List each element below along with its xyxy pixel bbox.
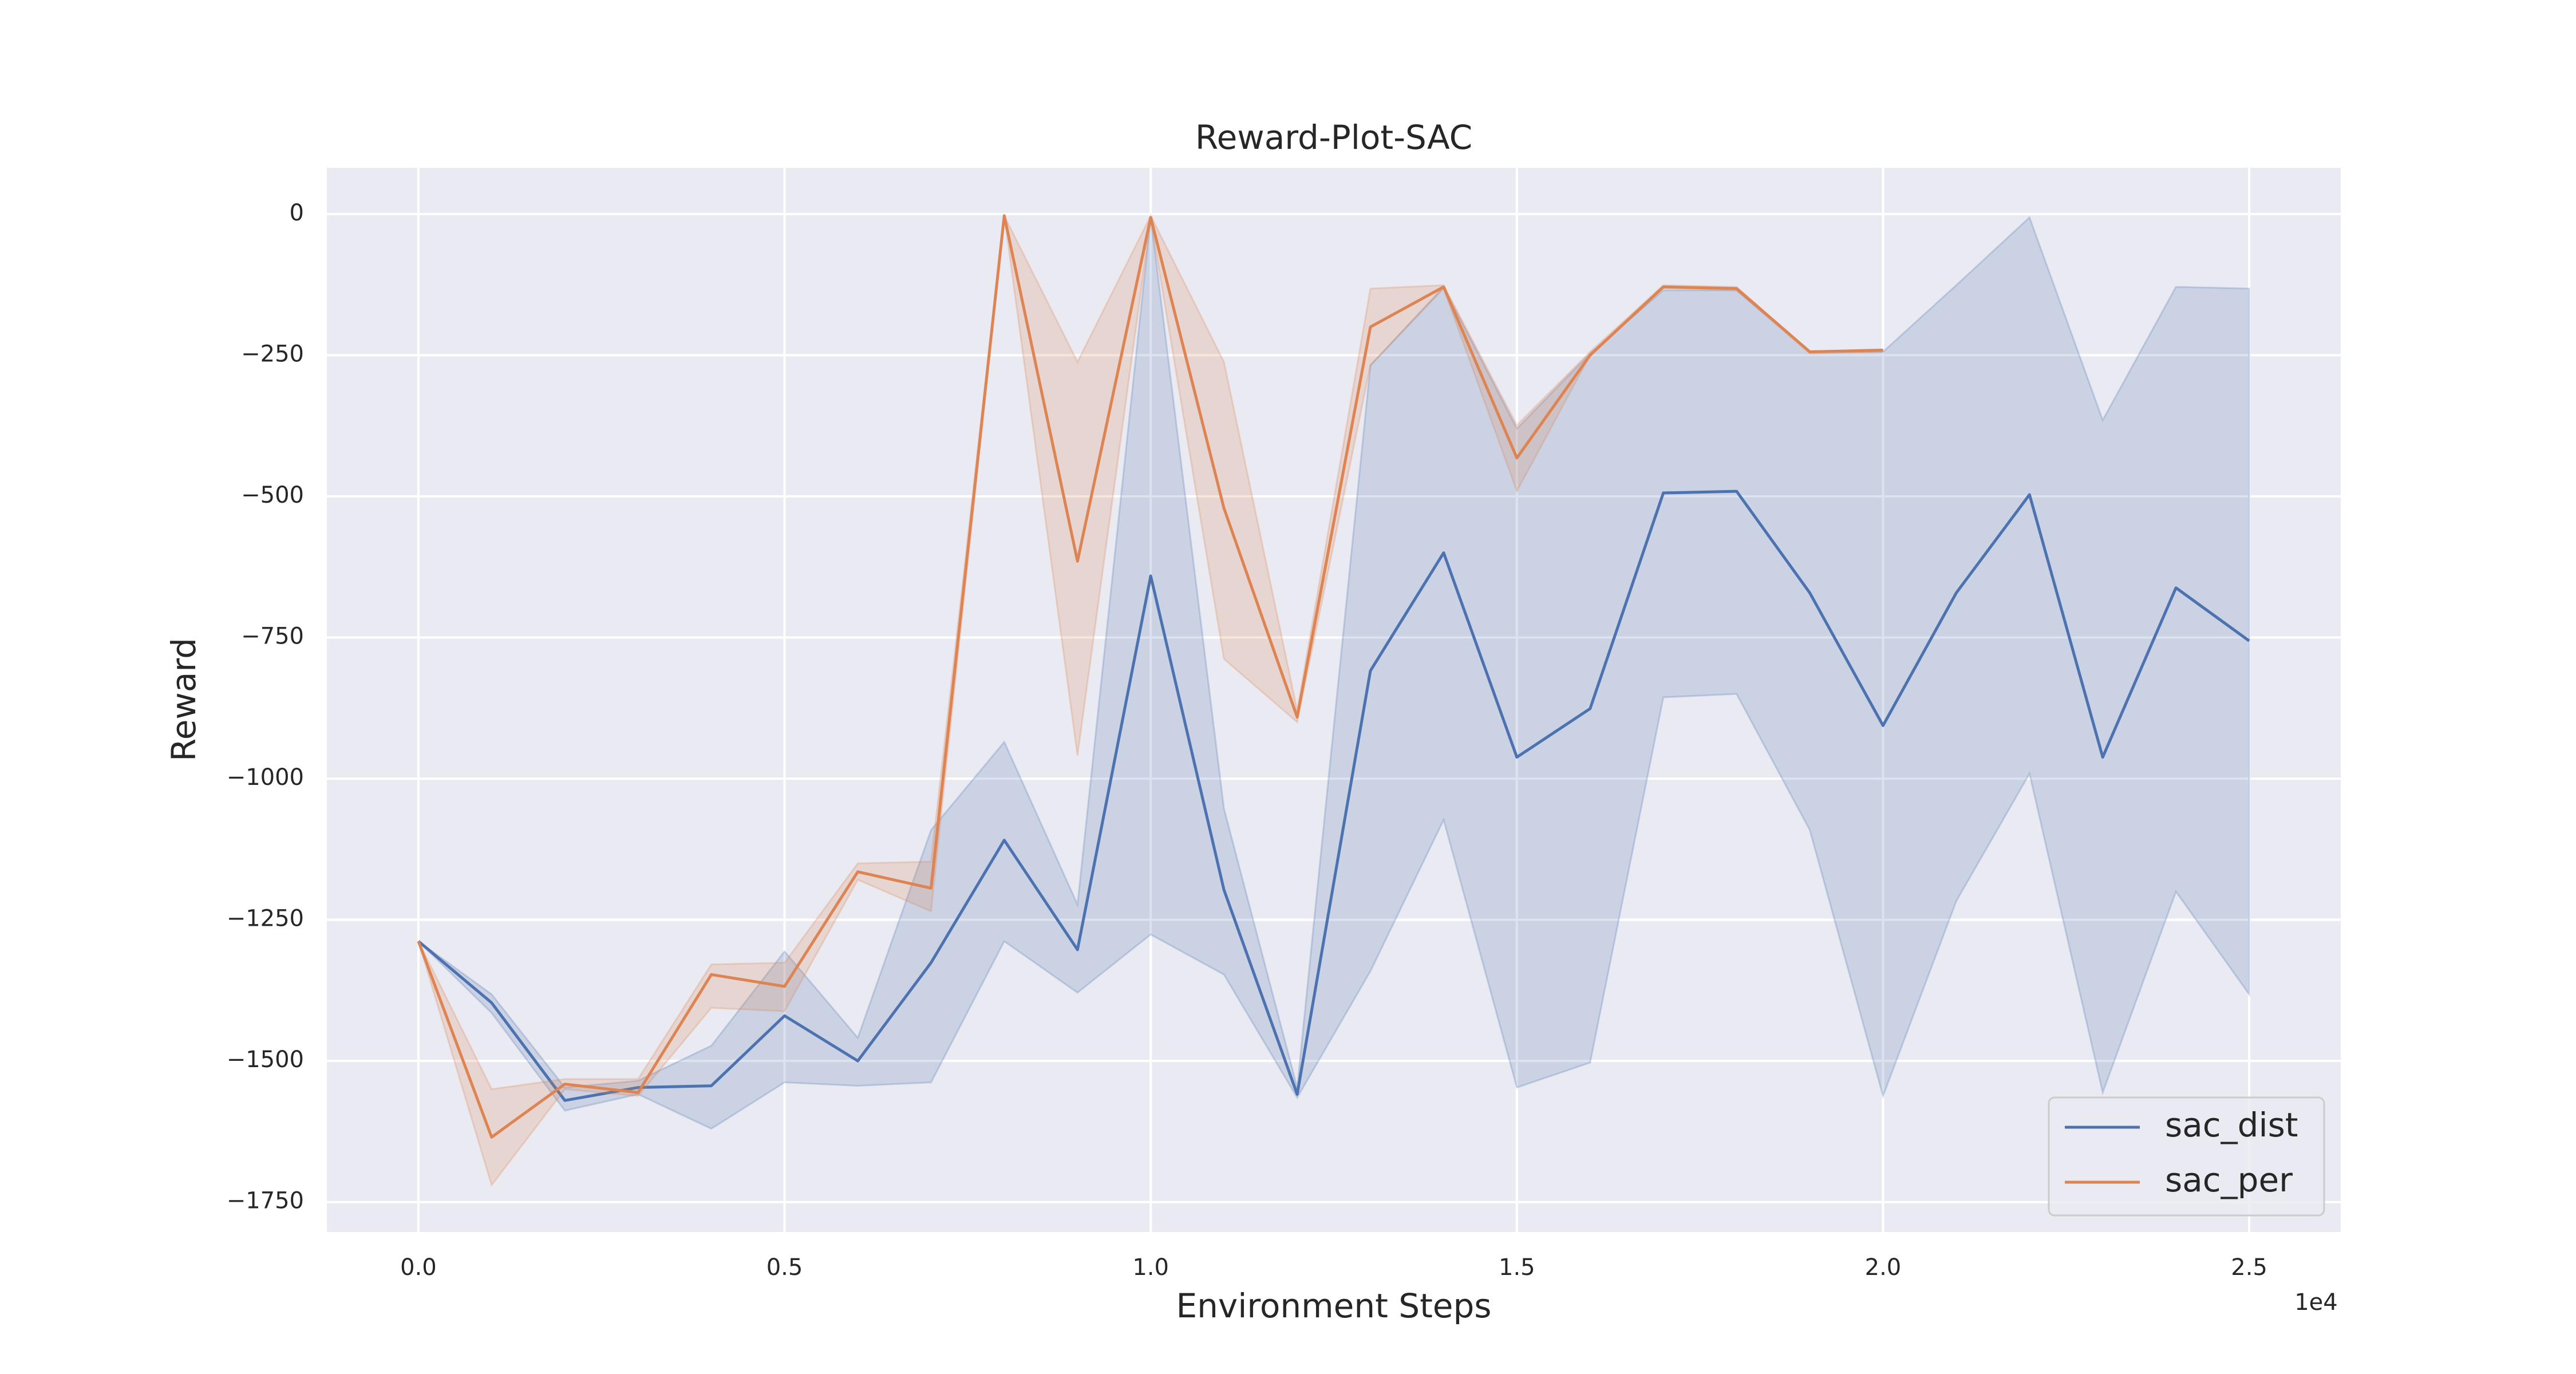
chart-title: Reward-Plot-SAC — [1195, 118, 1472, 157]
y-tick-label: −1250 — [227, 906, 304, 932]
x-tick-label: 1.0 — [1132, 1254, 1169, 1281]
confidence-band — [417, 216, 2250, 1130]
grid — [327, 168, 2341, 1232]
legend-label: sac_per — [2165, 1160, 2293, 1199]
y-tick-label: −750 — [241, 623, 304, 650]
x-tick-label: 1.5 — [1499, 1254, 1535, 1281]
x-axis-label: Environment Steps — [1176, 1286, 1491, 1325]
y-tick-label: 0 — [290, 200, 304, 226]
y-tick-label: −250 — [241, 341, 304, 367]
y-tick-label: −1500 — [227, 1047, 304, 1073]
marks — [417, 212, 2250, 1187]
x-tick-label: 0.5 — [767, 1254, 803, 1281]
y-tick-label: −500 — [241, 482, 304, 508]
line — [417, 214, 1883, 1139]
y-axis-label: Reward — [164, 638, 203, 761]
x-tick-label: 0.0 — [400, 1254, 437, 1281]
x-offset-label: 1e4 — [2294, 1289, 2338, 1316]
x-tick-label: 2.0 — [1865, 1254, 1902, 1281]
legend-label: sac_dist — [2165, 1105, 2298, 1144]
x-tick-label: 2.5 — [2231, 1254, 2267, 1281]
line — [417, 489, 2250, 1102]
y-tick-label: −1000 — [227, 764, 304, 791]
y-tick-label: −1750 — [227, 1188, 304, 1214]
legend: sac_dist sac_per — [2048, 1096, 2325, 1217]
